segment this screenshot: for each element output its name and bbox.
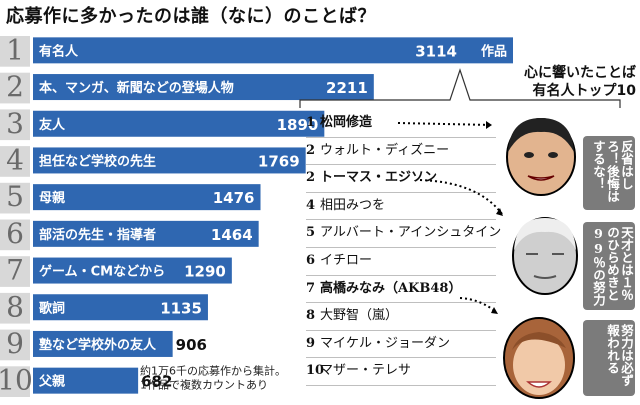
rank-number: 7 bbox=[6, 254, 24, 287]
ranking-name: 松岡修造 bbox=[320, 115, 373, 130]
bar bbox=[33, 257, 232, 284]
quote-1: 反省はしろ！後悔はするな！ bbox=[583, 136, 635, 210]
rank-band bbox=[0, 109, 30, 141]
chart-rows: 1 有名人 3114 作品 2 本、マンガ、新聞などの登場人物 2211 3 友人 1890 4 担任… bbox=[0, 33, 513, 397]
ranking-item: 8 大野智（嵐） bbox=[306, 303, 496, 331]
ranking-item: 9 マイケル・ジョーダン bbox=[306, 331, 496, 359]
ranking-name: 大野智（嵐） bbox=[320, 308, 399, 324]
value-label: 682 bbox=[141, 373, 172, 391]
bar bbox=[33, 220, 259, 247]
category-label: 部活の先生・指導者 bbox=[39, 227, 156, 243]
bar bbox=[33, 37, 513, 64]
ranking-item: 1 松岡修造 bbox=[306, 110, 496, 138]
ranking-title-line1: 心に響いたことば bbox=[524, 65, 636, 81]
ranking-name: ウォルト・ディズニー bbox=[320, 142, 450, 158]
ranking-item: 5 アルバート・アインシュタイン bbox=[306, 220, 501, 248]
rank-band bbox=[0, 292, 30, 324]
bar bbox=[33, 330, 173, 357]
rank-band bbox=[0, 146, 30, 177]
value-label: 2211 bbox=[326, 79, 368, 97]
note-line-2: 1作品で複数カウントあり bbox=[140, 377, 268, 391]
ranking-name: イチロー bbox=[320, 252, 373, 268]
value-label: 1890 bbox=[277, 116, 319, 134]
ranking-item: 6 イチロー bbox=[306, 248, 496, 276]
category-label: 塾など学校外の友人 bbox=[39, 337, 157, 353]
ranking-title-line2: 有名人トップ10 bbox=[532, 83, 636, 99]
ranking-title: 心に響いたことば 有名人トップ10 bbox=[486, 64, 636, 100]
ranking-number: 2 bbox=[306, 170, 316, 186]
value-label: 906 bbox=[176, 336, 207, 354]
rank-number: 3 bbox=[6, 107, 24, 140]
ranking-item: 4 相田みつを bbox=[306, 193, 496, 221]
value-label: 1476 bbox=[213, 189, 255, 207]
ranking-name: トーマス・エジソン bbox=[320, 170, 438, 186]
category-label: 母親 bbox=[39, 190, 65, 206]
category-label: 友人 bbox=[39, 117, 66, 133]
category-label: 本、マンガ、新聞などの登場人物 bbox=[39, 80, 234, 96]
category-label: 歌詞 bbox=[39, 300, 65, 316]
ranking-name: マイケル・ジョーダン bbox=[320, 335, 451, 351]
note-line-1: 約1万6千の応募作から集計。 bbox=[140, 363, 286, 377]
rank-band bbox=[0, 219, 30, 251]
rank-number: 1 bbox=[6, 33, 24, 66]
ranking-number: 7 bbox=[306, 280, 316, 296]
ranking-item: 7 高橋みなみ（AKB48） bbox=[306, 276, 496, 304]
bar bbox=[33, 294, 208, 321]
value-label: 1769 bbox=[258, 152, 300, 170]
value-label: 1464 bbox=[211, 226, 253, 244]
portrait-takahashi bbox=[503, 317, 575, 399]
ranking-number: 9 bbox=[306, 335, 316, 351]
rank-number: 4 bbox=[6, 143, 24, 176]
rank-band bbox=[0, 366, 30, 397]
bar bbox=[33, 184, 261, 211]
rank-band bbox=[0, 329, 30, 361]
ranking-name: 相田みつを bbox=[320, 197, 386, 213]
ranking-number: 2 bbox=[306, 142, 316, 158]
rank-number: 8 bbox=[6, 290, 24, 323]
bar bbox=[33, 110, 325, 137]
rank-number: 5 bbox=[6, 180, 24, 213]
ranking-item: 2 トーマス・エジソン bbox=[306, 165, 496, 193]
bar bbox=[33, 74, 374, 101]
category-label: 有名人 bbox=[39, 43, 79, 59]
ranking-item: 2 ウォルト・ディズニー bbox=[306, 138, 496, 166]
portrait-matsuoka bbox=[506, 118, 576, 196]
rank-number: 2 bbox=[6, 70, 24, 103]
rank-band bbox=[0, 72, 30, 104]
rank-number: 10 bbox=[0, 364, 33, 397]
ranking-name: アルバート・アインシュタイン bbox=[320, 225, 502, 241]
category-label: ゲーム・CMなどから bbox=[39, 264, 165, 280]
rank-band bbox=[0, 36, 30, 67]
quote-2: 天才とは１％のひらめきと99％の努力 bbox=[583, 222, 635, 310]
ranking-name: マザー・テレサ bbox=[320, 363, 412, 379]
category-label: 父親 bbox=[38, 374, 65, 390]
unit-label: 作品 bbox=[481, 43, 507, 59]
rank-number: 9 bbox=[6, 327, 24, 360]
ranking-number: 4 bbox=[306, 197, 316, 213]
ranking-name: 高橋みなみ（AKB48） bbox=[320, 280, 462, 296]
value-label: 1290 bbox=[184, 263, 226, 281]
ranking-number: 8 bbox=[306, 308, 316, 324]
ranking-number: 1 bbox=[306, 115, 316, 130]
rank-band bbox=[0, 256, 30, 287]
rank-number: 6 bbox=[6, 217, 24, 250]
bar bbox=[33, 147, 306, 174]
ranking-list: 1 松岡修造 2 ウォルト・ディズニー 2 トーマス・エジソン 4 相田みつを 5 アルバート・ア… bbox=[306, 110, 501, 386]
bar bbox=[33, 367, 139, 394]
quote-3: 努力は必ず報われる bbox=[583, 320, 635, 396]
ranking-number: 6 bbox=[306, 252, 316, 268]
spike-connector bbox=[299, 68, 621, 108]
portrait-edison bbox=[512, 217, 578, 295]
value-label: 3114 bbox=[415, 42, 457, 60]
value-label: 1135 bbox=[160, 299, 202, 317]
category-label: 担任など学校の先生 bbox=[39, 153, 156, 169]
ranking-number: 5 bbox=[306, 225, 316, 241]
rank-band bbox=[0, 182, 30, 214]
ranking-item: 10マザー・テレサ bbox=[306, 358, 496, 386]
ranking-number: 10 bbox=[306, 363, 325, 379]
chart-title: 応募作に多かったのは誰（なに）のことば？ bbox=[6, 6, 376, 27]
